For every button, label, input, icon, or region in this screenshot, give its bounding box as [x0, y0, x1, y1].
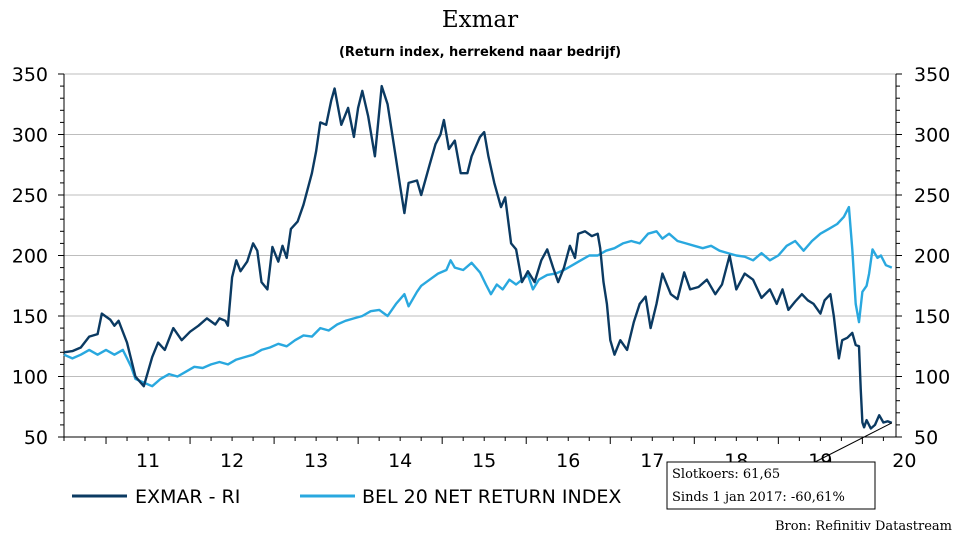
y-tick-label-right: 50 — [914, 427, 938, 449]
y-tick-label-right: 300 — [914, 125, 950, 147]
y-tick-label-left: 300 — [12, 125, 48, 147]
x-tick-label: 16 — [556, 450, 580, 472]
annotation-line-2: Sinds 1 jan 2017: -60,61% — [672, 490, 845, 505]
series-line-exmar — [63, 84, 893, 430]
x-tick-label: 11 — [136, 450, 160, 472]
x-tick-label: 13 — [304, 450, 328, 472]
y-tick-label-left: 50 — [24, 427, 48, 449]
legend-label-exmar: EXMAR - RI — [135, 486, 240, 508]
y-tick-label-left: 150 — [12, 306, 48, 328]
x-tick-label: 12 — [220, 450, 244, 472]
y-tick-label-left: 100 — [12, 367, 48, 389]
legend-label-bel20: BEL 20 NET RETURN INDEX — [362, 486, 621, 508]
y-tick-label-left: 250 — [12, 185, 48, 207]
y-tick-label-left: 350 — [12, 64, 48, 86]
y-tick-label-left: 200 — [12, 246, 48, 268]
y-tick-label-right: 250 — [914, 185, 950, 207]
series-group — [63, 84, 893, 430]
annotation-leader-line — [814, 422, 893, 463]
chart-subtitle: (Return index, herrekend naar bedrijf) — [339, 45, 621, 60]
y-tick-label-right: 200 — [914, 246, 950, 268]
chart-title: Exmar — [442, 7, 518, 33]
series-line-bel20 — [63, 205, 893, 388]
x-tick-label: 20 — [892, 450, 916, 472]
annotation-box — [666, 461, 876, 510]
y-tick-label-right: 100 — [914, 367, 950, 389]
legend: EXMAR - RI BEL 20 NET RETURN INDEX — [72, 486, 621, 508]
grid-lines — [64, 73, 896, 377]
annotation-line-1: Slotkoers: 61,65 — [672, 467, 780, 482]
y-tick-label-right: 350 — [914, 64, 950, 86]
x-tick-label: 14 — [388, 450, 412, 472]
y-axis-right: 50 100 150 200 250 300 350 — [895, 64, 950, 449]
x-tick-label: 17 — [640, 450, 664, 472]
annotation: Slotkoers: 61,65 Sinds 1 jan 2017: -60,6… — [666, 422, 893, 510]
y-axis-left: 50 100 150 200 250 300 350 — [12, 64, 65, 449]
y-tick-label-right: 150 — [914, 306, 950, 328]
x-tick-label: 15 — [472, 450, 496, 472]
source-note: Bron: Refinitiv Datastream — [775, 519, 952, 534]
